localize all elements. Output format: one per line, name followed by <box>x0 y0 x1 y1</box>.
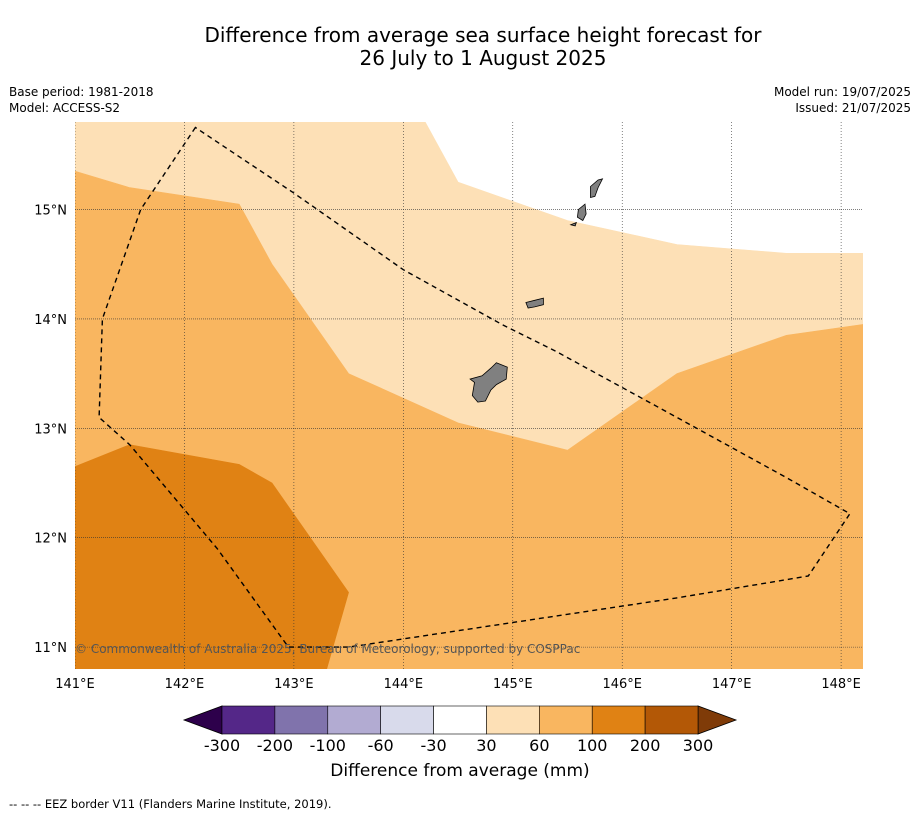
gridlines <box>75 122 863 669</box>
colorbar-label: Difference from average (mm) <box>330 761 590 781</box>
meta-right: Model run: 19/07/2025 Issued: 21/07/2025 <box>774 84 911 116</box>
lon-tick-label: 148°E <box>821 677 861 692</box>
lon-tick-label: 141°E <box>55 677 95 692</box>
eez-border <box>98 126 851 648</box>
island-aguijan <box>569 221 577 227</box>
colorbar-tick-label: -30 <box>420 736 446 755</box>
lat-tick-label: 11°N <box>34 641 67 656</box>
colorbar-tick-label: -300 <box>204 736 240 755</box>
region-2 <box>75 444 349 669</box>
island-rota <box>525 297 544 309</box>
lon-tick-label: 146°E <box>602 677 642 692</box>
lat-tick-label: 14°N <box>34 313 67 328</box>
island-tinian <box>576 203 587 222</box>
issued-date: Issued: 21/07/2025 <box>795 101 911 115</box>
islands <box>469 178 604 403</box>
colorbar-tick-label: -100 <box>310 736 346 755</box>
lon-tick-label: 143°E <box>274 677 314 692</box>
title-line-2: 26 July to 1 August 2025 <box>359 46 607 70</box>
meta-left: Base period: 1981-2018 Model: ACCESS-S2 <box>9 84 154 116</box>
colorbar-high-extend <box>697 705 738 735</box>
model-name: Model: ACCESS-S2 <box>9 101 121 115</box>
colorbar-swatch <box>433 705 487 735</box>
colorbar-tick-label: 60 <box>529 736 549 755</box>
lon-tick-label: 145°E <box>493 677 533 692</box>
colorbar-swatch <box>591 705 646 735</box>
title-line-1: Difference from average sea surface heig… <box>204 23 762 47</box>
model-run: Model run: 19/07/2025 <box>773 85 911 99</box>
colorbar-swatch <box>380 705 434 735</box>
lon-tick-label: 144°E <box>384 677 424 692</box>
colorbar-swatch <box>644 705 699 735</box>
axis-labels: 141°E 142°E 143°E 144°E 145°E 146°E 147°E 148°E… <box>34 204 861 692</box>
colorbar-tick-label: 300 <box>683 736 714 755</box>
colorbar-tick-label: 100 <box>577 736 608 755</box>
lat-tick-label: 13°N <box>34 422 67 437</box>
chart-title: Difference from average sea surface heig… <box>0 24 919 70</box>
eez-border-line <box>98 126 851 648</box>
lon-tick-label: 147°E <box>712 677 752 692</box>
map: 141°E 142°E 143°E 144°E 145°E 146°E 147°E 148°E… <box>34 122 863 692</box>
anomaly-regions <box>75 122 863 669</box>
colorbar-swatch <box>539 705 593 735</box>
colorbar-tick-label: 200 <box>630 736 661 755</box>
lat-tick-label: 15°N <box>34 204 67 219</box>
colorbar-swatch <box>221 705 276 735</box>
base-period: Base period: 1981-2018 <box>9 85 154 99</box>
lon-tick-label: 142°E <box>165 677 205 692</box>
colorbar-low-extend <box>182 705 223 735</box>
lat-tick-label: 12°N <box>34 532 67 547</box>
colorbar-tick-label: -60 <box>368 736 394 755</box>
colorbar-swatch <box>486 705 540 735</box>
eez-legend-note: -- -- -- EEZ border V11 (Flanders Marine… <box>9 797 332 811</box>
colorbar-tick-label: -200 <box>257 736 293 755</box>
island-guam <box>469 362 508 403</box>
island-saipan <box>590 178 604 199</box>
colorbar-tick-label: 30 <box>476 736 496 755</box>
copyright-text: © Commonwealth of Australia 2025, Bureau… <box>75 642 580 656</box>
colorbar-swatch <box>274 705 329 735</box>
colorbar-swatch <box>327 705 381 735</box>
